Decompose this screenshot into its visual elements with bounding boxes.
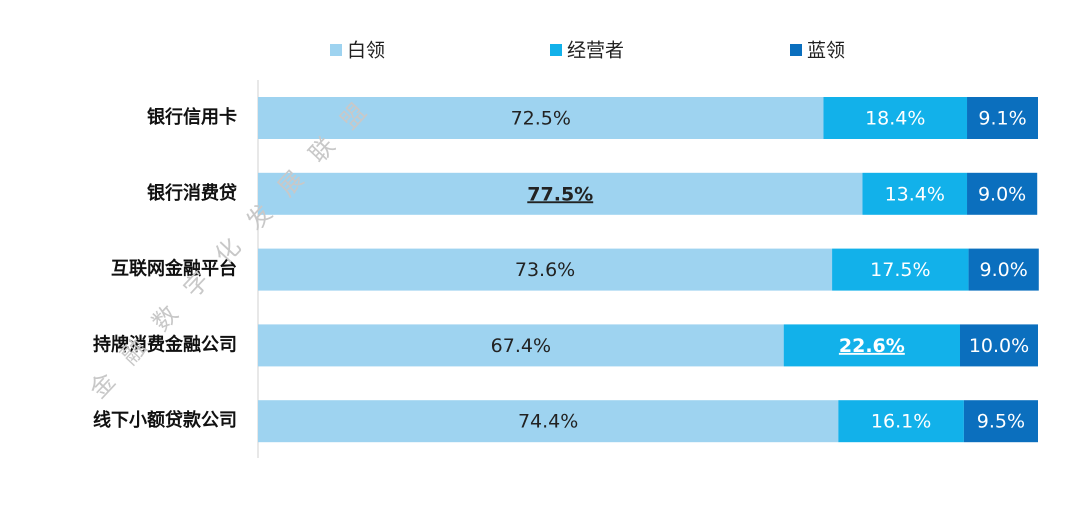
category-label: 银行信用卡 xyxy=(147,106,237,128)
category-label: 互联网金融平台 xyxy=(111,258,237,280)
bar-segment xyxy=(967,172,1038,215)
bar-segment xyxy=(823,97,968,139)
value-label: 22.6% xyxy=(839,335,905,357)
bar-segment xyxy=(783,324,960,367)
legend-label: 经营者 xyxy=(567,40,624,62)
bar-segment xyxy=(258,248,833,291)
bar-segment xyxy=(258,97,824,139)
bar-segment xyxy=(258,324,784,367)
value-label: 16.1% xyxy=(871,411,931,433)
legend-swatch xyxy=(330,44,342,56)
bar-segment xyxy=(967,97,1038,139)
bar-segment xyxy=(832,248,969,291)
value-label: 18.4% xyxy=(865,108,925,130)
legend-swatch xyxy=(550,44,562,56)
legend-swatch xyxy=(790,44,802,56)
value-label: 72.5% xyxy=(511,108,571,130)
category-label: 持牌消费金融公司 xyxy=(93,333,237,355)
bar-segment xyxy=(258,172,863,215)
value-label: 9.0% xyxy=(980,259,1028,281)
bar-segment xyxy=(960,324,1038,367)
legend-label: 白领 xyxy=(347,40,385,62)
value-label: 74.4% xyxy=(518,411,578,433)
value-label: 9.1% xyxy=(978,108,1026,130)
value-label: 67.4% xyxy=(491,335,551,357)
bar-segment xyxy=(963,400,1038,443)
bar-segment xyxy=(258,400,839,443)
value-label: 10.0% xyxy=(969,335,1029,357)
value-label: 9.5% xyxy=(977,411,1025,433)
value-label: 73.6% xyxy=(515,259,575,281)
value-label: 17.5% xyxy=(870,259,930,281)
category-label: 银行消费贷 xyxy=(147,182,237,204)
category-label: 线下小额贷款公司 xyxy=(93,409,237,431)
bar-segment xyxy=(862,172,968,215)
legend-label: 蓝领 xyxy=(807,40,845,62)
value-label: 9.0% xyxy=(978,183,1026,205)
value-label: 77.5% xyxy=(527,183,593,205)
bar-segment xyxy=(968,248,1039,291)
value-label: 13.4% xyxy=(885,183,945,205)
bar-segment xyxy=(838,400,964,443)
